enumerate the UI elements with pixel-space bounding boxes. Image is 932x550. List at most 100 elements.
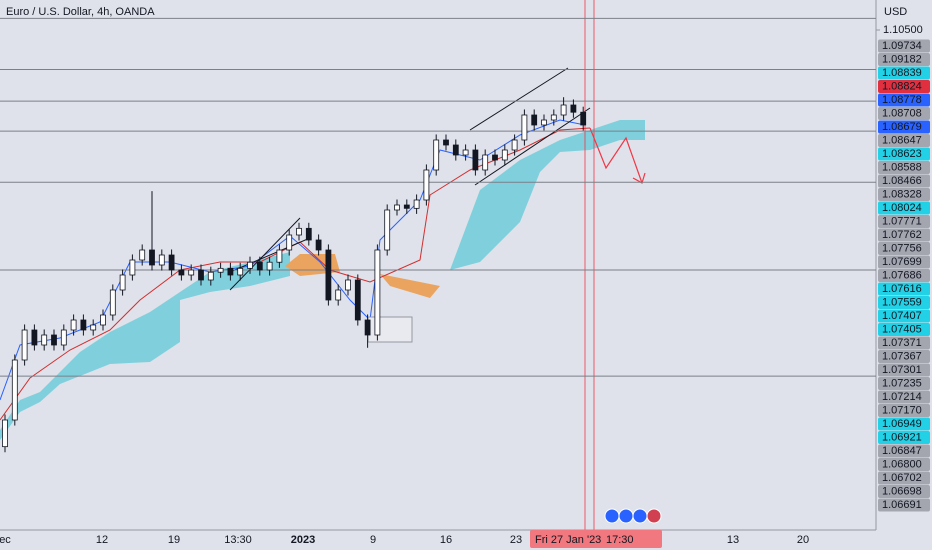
price-tag-bg: [878, 215, 930, 228]
price-tag-bg: [878, 66, 930, 80]
price-tag-label: 1.07170: [882, 404, 922, 416]
candle-body: [41, 334, 48, 346]
price-tag-label: 1.06949: [882, 418, 922, 430]
price-tag: 1.08647: [878, 134, 930, 147]
price-tag: 1.08623: [878, 147, 930, 161]
candle-body: [237, 267, 244, 276]
price-tag-label: 1.07407: [882, 310, 922, 322]
candle-body: [207, 271, 214, 281]
price-tag-bg: [878, 444, 930, 458]
symbol-title: Euro / U.S. Dollar, 4h, OANDA: [6, 6, 155, 18]
price-tag: 1.06921: [878, 431, 930, 444]
price-tag-bg: [878, 350, 930, 363]
price-tag-bg: [878, 309, 930, 323]
candle-body: [521, 114, 528, 141]
candle-body: [541, 119, 547, 126]
price-tag: 1.06800: [878, 458, 930, 471]
candle-body: [335, 289, 342, 301]
x-tick-label: 23: [510, 534, 522, 546]
price-tag: 1.06949: [878, 417, 930, 431]
price-tag-bg: [878, 188, 930, 201]
candle-body: [21, 329, 28, 361]
candle-body: [188, 269, 195, 276]
price-tag-label: 1.08839: [882, 67, 922, 79]
price-tag-bg: [878, 431, 930, 444]
price-tag-bg: [878, 323, 930, 336]
price-tag: 1.07301: [878, 363, 930, 377]
price-tag-label: 1.08824: [882, 80, 922, 92]
candle-body: [325, 249, 332, 301]
candle-body: [70, 319, 77, 331]
x-tick-label: 9: [370, 534, 376, 546]
price-tag: 1.06698: [878, 485, 930, 498]
price-tag: 1.07214: [878, 390, 930, 404]
candle-body: [51, 334, 57, 346]
candle-body: [433, 139, 440, 171]
price-tag-label: 1.09734: [882, 40, 922, 52]
price-tag-bg: [878, 390, 930, 404]
price-tag-label: 1.08328: [882, 188, 922, 200]
price-tag-label: 1.06702: [882, 472, 922, 484]
price-tag-label: 1.07559: [882, 296, 922, 308]
candle-body: [345, 279, 351, 291]
price-tag-bg: [878, 255, 930, 269]
price-tag-bg: [878, 93, 930, 107]
price-tag-bg: [878, 404, 930, 417]
price-tag-bg: [878, 120, 930, 134]
candle-body: [119, 274, 126, 291]
candle-body: [158, 254, 165, 266]
price-tag-label: 1.06800: [882, 458, 922, 470]
x-tick-label: 2023: [291, 534, 315, 546]
price-tag-label: 1.06847: [882, 445, 922, 457]
candle-body: [384, 209, 391, 251]
price-tag-bg: [878, 296, 930, 309]
candle-body: [198, 269, 204, 281]
event-icon[interactable]: [632, 508, 648, 524]
candle-body: [315, 239, 322, 251]
crosshair-label-bg: [530, 530, 662, 548]
tenkan-line: [0, 119, 586, 401]
candle-body: [60, 329, 67, 346]
x-tick-label: 20: [797, 534, 809, 546]
price-tag: 1.06691: [878, 498, 930, 512]
price-tag-bg: [878, 363, 930, 377]
x-tick-label: 12: [96, 534, 108, 546]
price-tag: 1.07235: [878, 377, 930, 390]
price-tag: 1.07771: [878, 215, 930, 228]
price-tag-bg: [878, 161, 930, 174]
price-tag-label: 1.07301: [882, 364, 922, 376]
currency-label: USD: [884, 6, 907, 18]
candle-body: [11, 359, 18, 421]
price-tag-bg: [878, 147, 930, 161]
price-tag-bg: [878, 417, 930, 431]
event-icon[interactable]: [604, 508, 620, 524]
price-tag: 1.08588: [878, 161, 930, 174]
price-tag: 1.07756: [878, 242, 930, 255]
candle-body: [305, 227, 312, 241]
price-tag: 1.08839: [878, 66, 930, 80]
event-icon[interactable]: [618, 508, 634, 524]
price-tag-label: 1.07762: [882, 229, 922, 241]
event-icon[interactable]: [646, 508, 662, 524]
candle-body: [423, 169, 430, 201]
price-tag-bg: [878, 53, 930, 66]
price-tag-label: 1.08588: [882, 161, 922, 173]
candle-body: [100, 314, 106, 326]
candle-body: [482, 154, 489, 171]
price-tag-bg: [878, 336, 930, 350]
price-tag-bg: [878, 485, 930, 498]
candle-body: [580, 111, 587, 126]
crosshair-date: Fri 27 Jan '23: [535, 534, 601, 546]
price-tag: 1.07407: [878, 309, 930, 323]
price-tag-label: 1.07371: [882, 337, 922, 349]
price-tag-label: 1.08778: [882, 94, 922, 106]
price-tag-bg: [878, 242, 930, 255]
price-tag-label: 1.07214: [882, 391, 922, 403]
channel-line: [229, 237, 311, 273]
x-tick-label: 13: [727, 534, 739, 546]
price-tag: 1.09734: [878, 39, 930, 53]
price-tag-bg: [878, 134, 930, 147]
price-tag: 1.07371: [878, 336, 930, 350]
price-tag-label: 1.08679: [882, 121, 922, 133]
